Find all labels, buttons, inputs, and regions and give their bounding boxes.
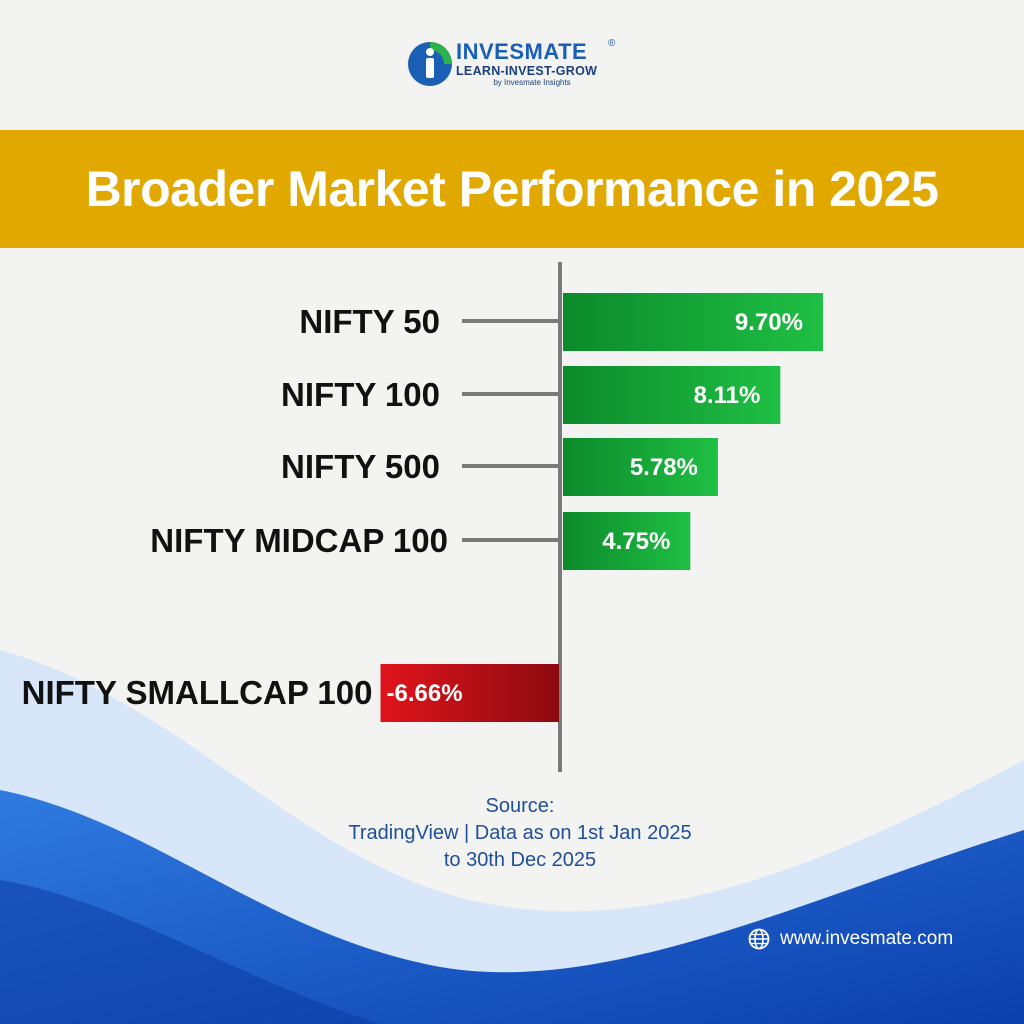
source-line-2: to 30th Dec 2025 [443,849,597,871]
bar-negative [380,664,559,722]
bar-positive [563,293,823,351]
brand-name: INVESMATE [456,39,588,64]
value-label: 9.70% [735,309,803,336]
category-label: NIFTY 100 [281,376,440,413]
registered-mark: ® [608,38,616,49]
page-title: Broader Market Performance in 2025 [85,161,939,217]
category-label: NIFTY 500 [281,448,440,485]
value-label: 5.78% [630,454,698,481]
invesmate-i-logo-icon [408,42,452,86]
value-label: 4.75% [602,528,670,555]
category-label: NIFTY MIDCAP 100 [150,522,448,559]
website-text: www.invesmate.com [780,928,954,949]
source-heading: Source: [485,795,555,817]
brand-byline: by Invesmate Insights [493,78,571,87]
globe-icon [748,928,770,950]
value-label: 8.11% [694,382,761,409]
bar-positive [563,438,718,496]
title-banner: Broader Market Performance in 2025 [0,130,1024,248]
bar-positive [563,512,691,570]
bar-positive [563,366,781,424]
brand-tagline: LEARN-INVEST-GROW [456,64,598,78]
website-link[interactable]: www.invesmate.com [748,928,953,950]
brand-logo: INVESMATE ® LEARN-INVEST-GROW by Invesma… [456,38,615,88]
source-line-1: TradingView | Data as on 1st Jan 2025 [348,822,692,844]
value-label: -6.66% [387,680,463,707]
source-note: Source: TradingView | Data as on 1st Jan… [240,793,800,874]
category-label: NIFTY SMALLCAP 100 [22,674,373,711]
category-label: NIFTY 50 [299,303,440,340]
